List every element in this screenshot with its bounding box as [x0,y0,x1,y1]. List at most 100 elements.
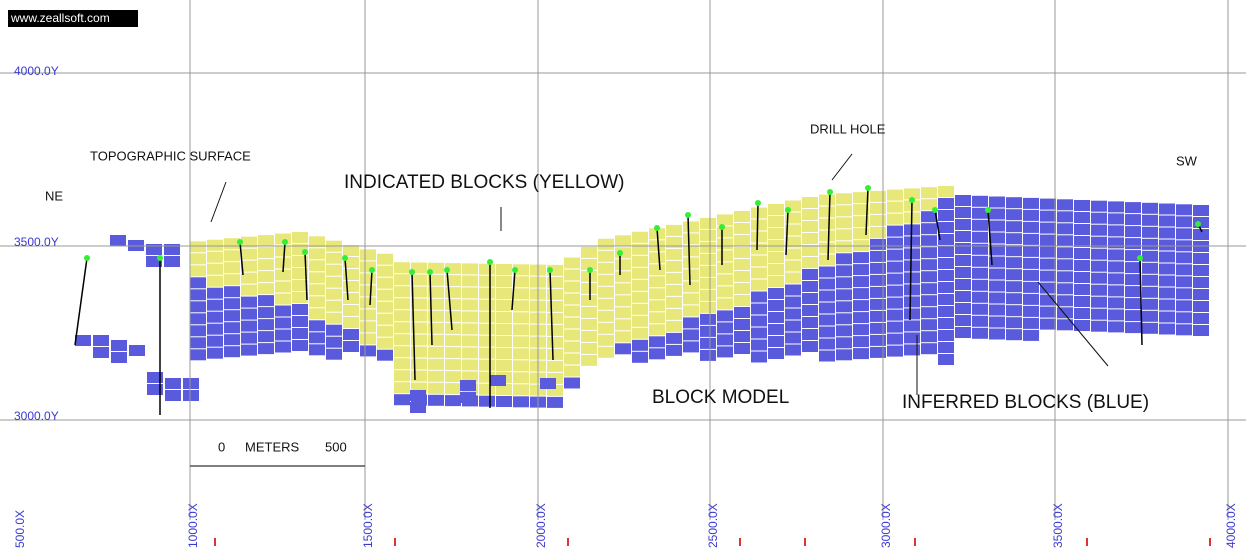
drill-hole [549,269,554,361]
block [394,334,410,346]
block [1023,209,1039,221]
drill-hole [74,257,88,346]
block [1091,248,1107,260]
block [955,315,971,326]
block [1074,212,1090,223]
block [513,324,529,336]
block [1040,282,1056,294]
block [581,294,597,306]
block [768,264,784,275]
block [309,236,325,248]
block [292,244,308,255]
block [343,329,359,340]
block [190,265,206,277]
block [1142,202,1158,214]
block [989,328,1005,340]
block [989,316,1005,328]
block [428,298,444,310]
block [479,395,495,407]
drill-hole [865,187,869,236]
block [819,242,835,254]
block [479,287,495,299]
block [309,284,325,296]
block [496,336,512,347]
x-axis-label: 4000.0X [1224,503,1238,548]
block [496,288,512,299]
block [1125,250,1141,262]
block [1142,250,1158,262]
block [190,325,206,337]
block [836,265,852,277]
block [1108,201,1124,213]
block [751,219,767,231]
block [666,296,682,308]
drill-hole [411,271,416,381]
block [955,207,971,218]
block [751,255,767,267]
block [326,312,342,324]
block [785,260,801,272]
block [564,293,580,305]
block [649,276,665,288]
block [146,244,162,255]
block [147,372,163,383]
block [938,270,954,281]
block [326,324,342,336]
block [717,238,733,250]
block [275,233,291,245]
block [445,287,461,299]
block [870,310,886,322]
block [394,370,410,382]
block [1125,226,1141,238]
block [666,272,682,284]
block [581,318,597,330]
block [649,264,665,276]
block [972,195,988,207]
collar [512,267,518,273]
block [1142,262,1158,274]
block [445,263,461,275]
collar [785,207,791,213]
block [1142,226,1158,238]
block [377,349,393,361]
block [147,384,163,395]
drill-hole [934,209,941,241]
block [564,281,580,293]
block [1193,289,1209,300]
block [938,282,954,293]
block [496,276,512,287]
block [819,326,835,338]
block [1193,277,1209,288]
block [445,347,461,359]
block [700,253,716,265]
block [1091,320,1107,332]
block [309,260,325,272]
block [1057,247,1073,259]
block [1108,285,1124,297]
block [632,303,648,315]
block [428,346,444,358]
block [224,238,240,250]
block [666,320,682,332]
block [683,341,699,353]
block [1142,274,1158,286]
block [1142,298,1158,310]
block [326,336,342,348]
block [462,347,478,359]
block [1040,210,1056,222]
block [411,370,427,382]
block [1057,199,1073,211]
block [183,390,199,401]
block [428,382,444,394]
leader [1037,281,1109,367]
block [802,197,818,208]
block [802,317,818,328]
block [870,238,886,250]
block [241,260,257,272]
block [768,336,784,347]
block [751,315,767,327]
block [717,346,733,358]
block [819,194,835,206]
block [666,284,682,296]
block [343,281,359,292]
